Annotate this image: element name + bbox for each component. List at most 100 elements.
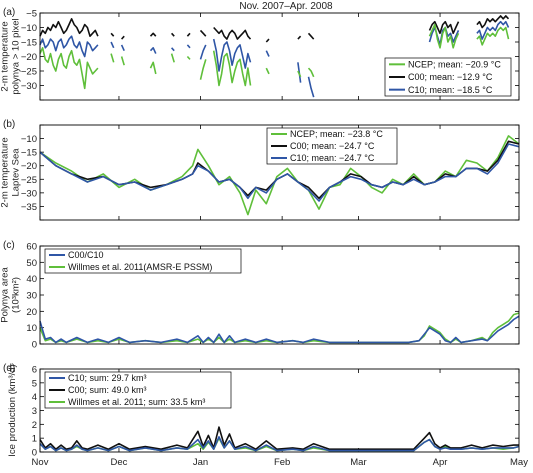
series-line-c00 [149, 32, 157, 37]
series-line-c00 [39, 18, 99, 37]
legend-entry: C00; sum: 49.0 km³ [68, 385, 147, 395]
series-line-c10 [39, 143, 520, 202]
y-tick-label: −25 [21, 67, 37, 78]
y-tick-label: 20 [26, 307, 37, 318]
series-line-c00 [39, 426, 519, 450]
x-tick-label: May [510, 457, 528, 468]
series-line-c00 [186, 32, 191, 37]
plot-frame [39, 245, 520, 345]
series-line-c10 [39, 35, 99, 58]
series-line-c10 [307, 76, 315, 98]
legend-entry: C00; mean: −12.9 °C [408, 72, 493, 82]
panel-2: 0 10 20 30 40 50 60 (c) Polynya area (10³km²) C00/… [0, 240, 520, 351]
series-line-c00 [265, 38, 270, 43]
figure-title: Nov. 2007–Apr. 2008 [239, 1, 333, 12]
y-tick-label: −20 [21, 161, 37, 172]
series-line-c10 [199, 44, 207, 60]
series-line-c10 [212, 38, 252, 72]
series-line-c00 [213, 26, 252, 40]
y-tick-label: −5 [26, 9, 37, 20]
y-tick-label: 50 [26, 258, 37, 269]
panel-label: (a) [3, 7, 15, 18]
series-line-c00 [307, 32, 315, 40]
series-line-ncep [199, 59, 207, 80]
series-line-ncep [428, 23, 460, 49]
y-tick-label: −10 [21, 134, 37, 145]
y-axis-label: 2-m temperature [0, 21, 11, 91]
series-line-ncep [110, 53, 115, 63]
legend-box [384, 57, 512, 97]
panel-label: (c) [3, 240, 15, 251]
series-line-c00 [428, 20, 460, 35]
panel-3: 0 1 2 3 4 5 6 Nov Dec Jan Feb Mar Apr May (d)Ice produ… [3, 363, 528, 468]
plot-frame [39, 12, 520, 101]
y-tick-label: −35 [21, 202, 37, 213]
y-tick-label: 5 [32, 378, 37, 389]
legend-entry: C10; mean: −24.7 °C [290, 153, 375, 163]
series-line-c00 [199, 29, 207, 37]
y-tick-label: 3 [32, 406, 37, 417]
y-tick-label: −25 [21, 175, 37, 186]
y-tick-label: 0 [32, 340, 37, 351]
series-line-ncep [120, 56, 125, 66]
plot-frame [39, 368, 520, 453]
legend-entry: Willmes et al. 2011; sum: 33.5 km³ [68, 397, 205, 407]
y-tick-label: 2 [32, 420, 37, 431]
y-tick-label: −10 [21, 23, 37, 34]
legend-entry: C00; mean: −24.7 °C [290, 141, 375, 151]
x-tick-label: Apr [433, 457, 448, 468]
series-line-ncep [297, 70, 302, 78]
y-axis-label: (10³km²) [11, 277, 22, 313]
y-tick-label: 10 [26, 323, 37, 334]
panel-label: (d) [3, 363, 15, 374]
x-tick-label: Nov [32, 457, 49, 468]
y-tick-label: 40 [26, 274, 37, 285]
series-line-c10 [110, 41, 115, 49]
panels: −30−25−20−15−10−5(a)2-m temperature polyn… [0, 7, 528, 468]
series-line-c00 [476, 15, 510, 29]
y-tick-label: 6 [32, 365, 37, 376]
y-tick-label: −15 [21, 148, 37, 159]
legend-box [44, 371, 232, 409]
y-tick-label: −30 [21, 188, 37, 199]
y-axis-label: Ice production (km³/d) [7, 364, 18, 456]
y-tick-label: −30 [21, 81, 37, 92]
y-tick-label: 30 [26, 291, 37, 302]
plot-frame [39, 124, 520, 221]
series-line-ncep [149, 61, 157, 75]
panel-0: −30 −25 −20 −15 −10 −5 (a) 2-m temperature polyn… [0, 7, 520, 101]
series-line-c00 [297, 35, 302, 40]
series-line-c10 [120, 44, 125, 52]
y-tick-label: −20 [21, 52, 37, 63]
x-tick-label: Jan [193, 457, 208, 468]
series-line-c00 [110, 32, 115, 37]
series-line-c10 [171, 47, 175, 52]
legend-box [44, 248, 242, 274]
legend-entry: NCEP; mean: −20.9 °C [408, 60, 501, 70]
x-tick-label: Mar [350, 457, 366, 468]
x-tick-label: Feb [274, 457, 290, 468]
legend-entry: C10; sum: 29.7 km³ [68, 373, 147, 383]
series-line-ncep [476, 26, 510, 46]
panel-1: −35 −30 −25 −20 −15 −10 (b) 2-m temperature Lapt… [0, 119, 520, 221]
legend-entry: NCEP; mean: −23.8 °C [290, 129, 383, 139]
series-line-c10 [265, 50, 270, 57]
panel-label: (b) [3, 119, 15, 130]
y-axis-label: 2-m temperature [0, 137, 11, 207]
y-tick-label: −15 [21, 38, 37, 49]
y-tick-label: 60 [26, 242, 37, 253]
y-axis-label: Laptev Sea [11, 148, 22, 197]
series-line-ncep [186, 55, 191, 60]
series-line-ncep [39, 47, 99, 90]
series-line-ncep [212, 50, 252, 87]
series-line-c00 [171, 32, 175, 37]
legend-entry: Willmes et al. 2011(AMSR-E PSSM) [68, 262, 212, 272]
y-tick-label: 0 [32, 448, 37, 459]
legend-entry: C10; mean: −18.5 °C [408, 85, 493, 95]
series-line-c10 [476, 20, 510, 40]
legend-entry: C00/C10 [68, 250, 104, 260]
y-axis-label: Polynya area [0, 267, 11, 323]
series-line-c00c10 [39, 315, 520, 344]
series-line-ncep [265, 67, 270, 75]
